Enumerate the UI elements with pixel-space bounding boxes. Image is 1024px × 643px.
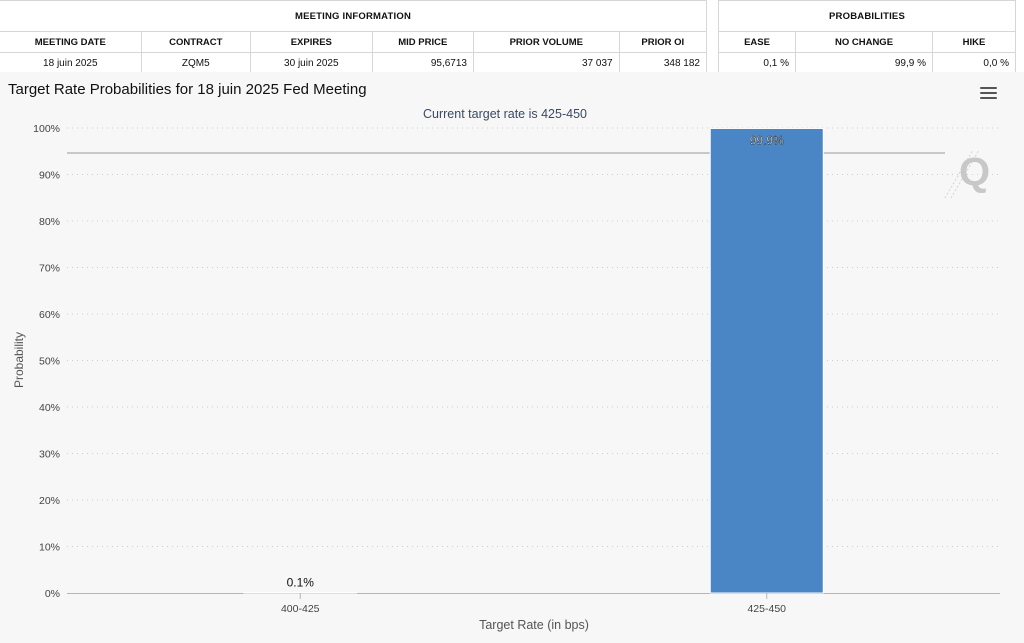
y-axis-title: Probability [12,332,26,388]
header-hike: HIKE [932,31,1016,53]
bar-400-425 [243,592,358,594]
y-tick-label: 80% [39,216,60,228]
contract-value: ZQM5 [140,52,252,74]
bar-425-450 [709,127,824,594]
probability-bar-chart: Current target rate is 425-450 0% 10% 20% 30… [12,107,1000,632]
expires-value: 30 juin 2025 [250,52,373,74]
y-tick-label: 100% [33,123,60,135]
y-tick-label: 40% [39,402,60,414]
header-mid-price: MID PRICE [371,31,474,53]
x-axis-title: Target Rate (in bps) [479,618,589,632]
svg-text:Q: Q [959,150,990,194]
y-tick-label: 60% [39,309,60,321]
header-prior-oi: PRIOR OI [618,31,708,53]
hamburger-menu-icon[interactable] [980,87,997,101]
x-tick-label: 425-450 [747,603,786,615]
probabilities-title: PROBABILITIES [718,0,1016,32]
meeting-information-table: MEETING INFORMATION MEETING DATE CONTRAC… [0,0,708,74]
y-tick-label: 20% [39,495,60,507]
ease-value: 0,1 % [718,52,796,74]
y-tick-label: 50% [39,356,60,368]
y-tick-label: 90% [39,170,60,182]
probabilities-table: PROBABILITIES EASE NO CHANGE HIKE 0,1 % … [718,0,1016,74]
y-tick-label: 0% [45,588,60,600]
x-tick-label: 400-425 [281,603,320,615]
header-prior-volume: PRIOR VOLUME [472,31,620,53]
y-tick-label: 10% [39,542,60,554]
data-label: 99.9% [750,133,784,147]
chart-subtitle: Current target rate is 425-450 [423,107,587,121]
header-meeting-date: MEETING DATE [0,31,142,53]
prior-volume-value: 37 037 [472,52,620,74]
no-change-value: 99,9 % [795,52,933,74]
meeting-information-title: MEETING INFORMATION [0,0,707,32]
header-no-change: NO CHANGE [795,31,933,53]
meeting-date-value: 18 juin 2025 [0,52,142,74]
chart-title: Target Rate Probabilities for 18 juin 20… [8,81,367,98]
y-tick-label: 30% [39,449,60,461]
hike-value: 0,0 % [932,52,1016,74]
mid-price-value: 95,6713 [371,52,474,74]
chart-area: Target Rate Probabilities for 18 juin 20… [0,72,1024,643]
data-label: 0.1% [287,576,315,590]
header-contract: CONTRACT [140,31,252,53]
prior-oi-value: 348 182 [618,52,708,74]
y-tick-label: 70% [39,263,60,275]
header-expires: EXPIRES [250,31,373,53]
q-watermark-logo: Q [944,149,990,199]
info-tables: MEETING INFORMATION MEETING DATE CONTRAC… [0,0,1024,74]
header-ease: EASE [718,31,796,53]
